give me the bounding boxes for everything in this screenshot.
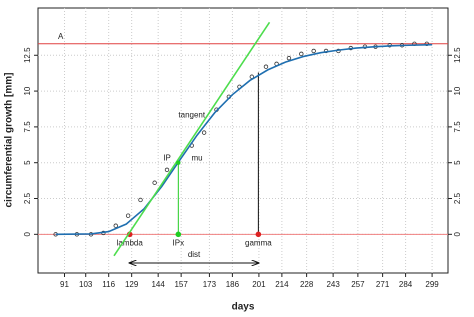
y-tick-label: 7.5 [23, 121, 32, 133]
data-point [125, 213, 131, 218]
plot-frame [37, 7, 449, 274]
x-tick-label: 299 [425, 280, 439, 289]
data-point [424, 41, 429, 47]
x-tick-label: 129 [125, 280, 139, 289]
annotation: mu [191, 154, 202, 163]
annotation: IP [163, 154, 171, 163]
x-tick-label: 103 [79, 280, 93, 289]
y2-tick-label: 2.5 [453, 192, 462, 204]
data-point [201, 130, 207, 135]
x-tick-label: 243 [326, 280, 340, 289]
y-tick-label: 2.5 [23, 192, 32, 204]
y2-tick-label: 5 [453, 160, 462, 165]
x-tick-label: 157 [174, 280, 188, 289]
x-tick-label: 228 [300, 280, 314, 289]
data-point [286, 55, 292, 61]
data-point [164, 167, 170, 173]
x-tick-label: 257 [351, 280, 365, 289]
x-tick-label: 214 [275, 280, 289, 289]
curve [113, 21, 271, 257]
data-point [152, 180, 157, 185]
dist-label: dist [188, 250, 201, 259]
parameter-point [255, 231, 262, 238]
y2-tick-label: 0 [453, 232, 462, 237]
y-tick-label: 0 [23, 232, 32, 237]
x-tick-label: 201 [252, 280, 266, 289]
x-tick-label: 144 [151, 280, 165, 289]
x-axis-title: days [232, 302, 255, 313]
y-tick-label: 10 [23, 86, 32, 95]
x-tick-label: 116 [102, 280, 115, 289]
x-tick-label: 173 [203, 280, 217, 289]
x-tick-label: 271 [376, 280, 390, 289]
curve [55, 43, 433, 236]
parameter-label: IPx [173, 238, 185, 247]
reference-label: A [58, 32, 64, 41]
y-tick-label: 5 [23, 160, 32, 165]
data-point [113, 223, 118, 228]
y-axis-title: circumferential growth [mm] [4, 72, 15, 207]
inflection-point [176, 160, 181, 165]
parameter-label: lambda [117, 238, 144, 247]
y2-tick-label: 7.5 [453, 121, 462, 133]
y2-tick-label: 10 [453, 86, 462, 95]
data-point [311, 48, 316, 54]
x-tick-label: 186 [226, 280, 240, 289]
y-tick-label: 12.5 [23, 47, 32, 63]
data-point [138, 197, 143, 203]
y2-tick-label: 12.5 [453, 47, 462, 63]
x-tick-label: 91 [60, 280, 69, 289]
parameter-point [175, 231, 182, 238]
data-point [299, 51, 304, 57]
annotation: tangent [178, 111, 205, 120]
x-tick-label: 284 [399, 280, 413, 289]
parameter-label: gamma [245, 238, 272, 247]
data-point [263, 64, 269, 69]
